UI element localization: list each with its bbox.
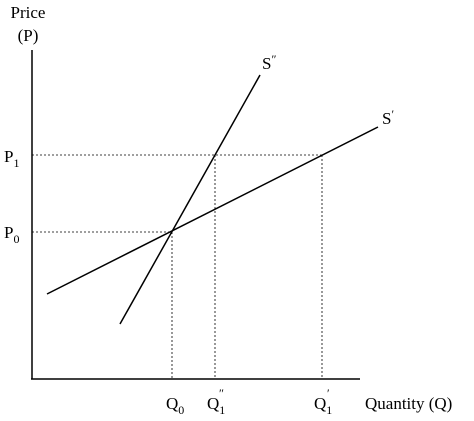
curve-label: S′ xyxy=(382,107,394,128)
y-axis-label: Price xyxy=(11,3,46,22)
curve-label: S″ xyxy=(262,52,276,73)
price-label: P1 xyxy=(4,147,19,170)
supply-curve-s-prime xyxy=(46,126,379,295)
supply-curve-s-double-prime xyxy=(119,74,261,325)
quantity-label: Q0 xyxy=(166,394,184,417)
price-label: P0 xyxy=(4,223,19,246)
y-axis-label-symbol: (P) xyxy=(18,26,39,45)
x-axis-label: Quantity (Q) xyxy=(365,394,452,413)
quantity-label: Q1″ xyxy=(207,386,225,417)
quantity-label: Q1′ xyxy=(314,386,332,417)
